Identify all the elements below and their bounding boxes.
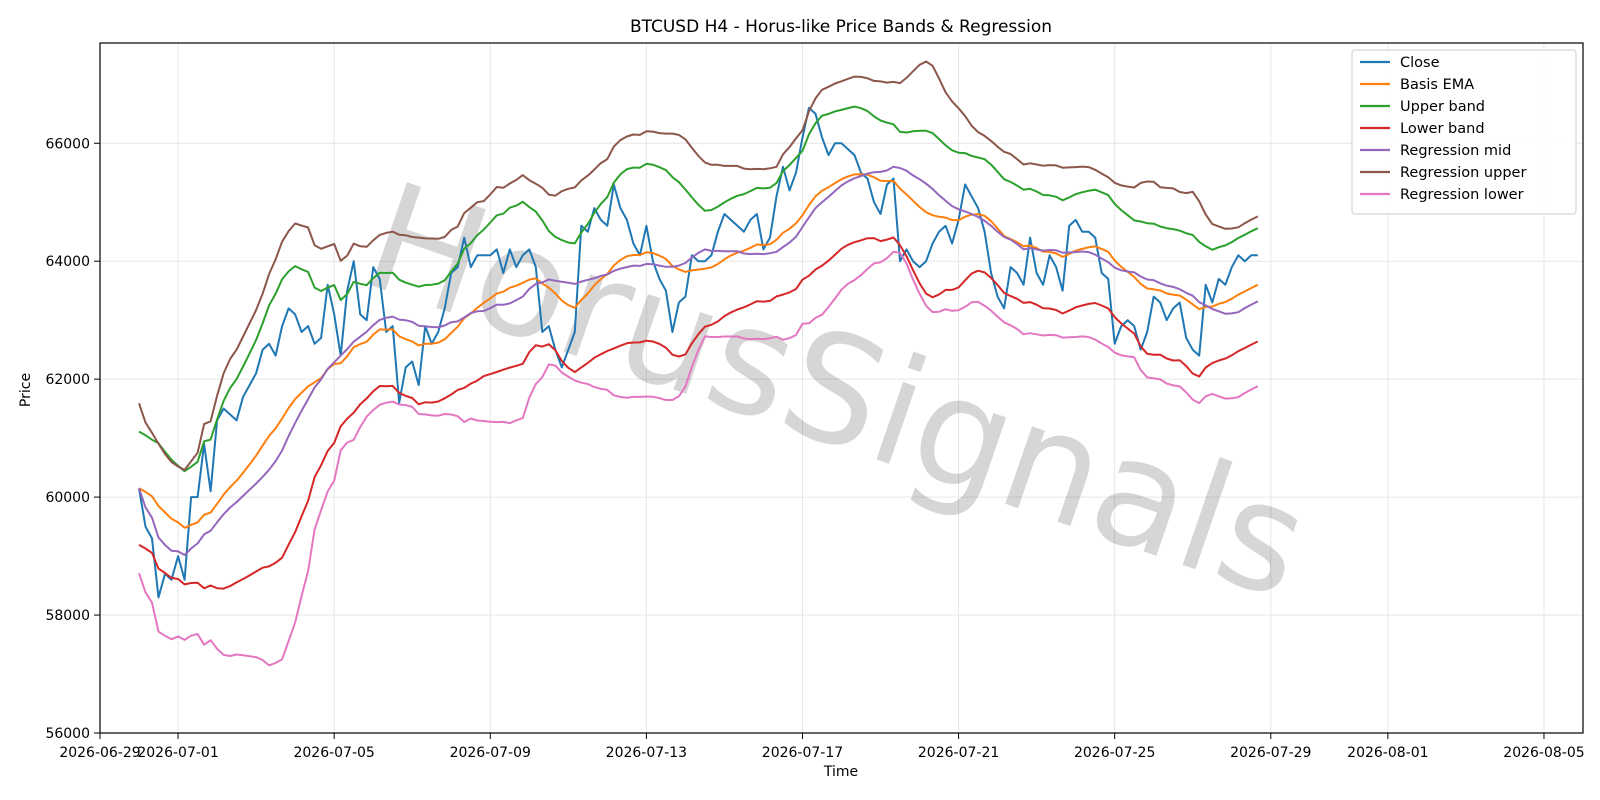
y-tick-label: 56000 bbox=[45, 726, 90, 742]
legend-label: Upper band bbox=[1400, 99, 1485, 115]
x-axis-label: Time bbox=[823, 764, 858, 780]
x-tick-label: 2026-07-05 bbox=[293, 745, 374, 761]
series-line-regression-mid bbox=[138, 165, 1259, 556]
legend-label: Regression mid bbox=[1400, 143, 1511, 159]
plot-frame bbox=[99, 42, 1584, 734]
x-tick-label: 2026-07-01 bbox=[137, 745, 218, 761]
legend: Close Basis EMA Upper band Lower band Regres… bbox=[1351, 49, 1577, 215]
series-lines bbox=[138, 60, 1259, 667]
series-line-regression-upper bbox=[138, 60, 1259, 471]
chart-title: BTCUSD H4 - Horus-like Price Bands & Reg… bbox=[630, 17, 1052, 37]
x-tick-label: 2026-07-13 bbox=[606, 745, 687, 761]
legend-label: Regression upper bbox=[1400, 165, 1526, 181]
legend-label: Basis EMA bbox=[1400, 77, 1474, 93]
legend-box bbox=[1351, 49, 1577, 215]
x-tick-label: 2026-08-05 bbox=[1503, 745, 1584, 761]
x-tick-label: 2026-06-29 bbox=[59, 745, 140, 761]
x-tick-label: 2026-07-25 bbox=[1074, 745, 1155, 761]
x-tick-label: 2026-07-29 bbox=[1230, 745, 1311, 761]
y-tick-label: 60000 bbox=[45, 490, 90, 506]
grid bbox=[99, 43, 1583, 734]
y-axis-label: Price bbox=[18, 373, 34, 407]
x-tick-label: 2026-07-21 bbox=[918, 745, 999, 761]
x-tick-label: 2026-07-09 bbox=[450, 745, 531, 761]
y-axis: 56000 58000 60000 62000 64000 66000 bbox=[45, 136, 100, 742]
series-line-lower-band bbox=[138, 236, 1259, 590]
y-tick-label: 58000 bbox=[45, 608, 90, 624]
y-tick-label: 66000 bbox=[45, 136, 90, 152]
series-line-close bbox=[138, 106, 1258, 599]
legend-label: Lower band bbox=[1400, 121, 1485, 137]
legend-label: Regression lower bbox=[1400, 187, 1524, 203]
legend-label: Close bbox=[1400, 55, 1440, 71]
series-line-upper-band bbox=[138, 105, 1259, 473]
series-line-regression-lower bbox=[138, 250, 1259, 667]
y-tick-label: 62000 bbox=[45, 372, 90, 388]
x-tick-label: 2026-08-01 bbox=[1347, 745, 1428, 761]
x-tick-label: 2026-07-17 bbox=[762, 745, 843, 761]
y-tick-label: 64000 bbox=[45, 254, 90, 270]
